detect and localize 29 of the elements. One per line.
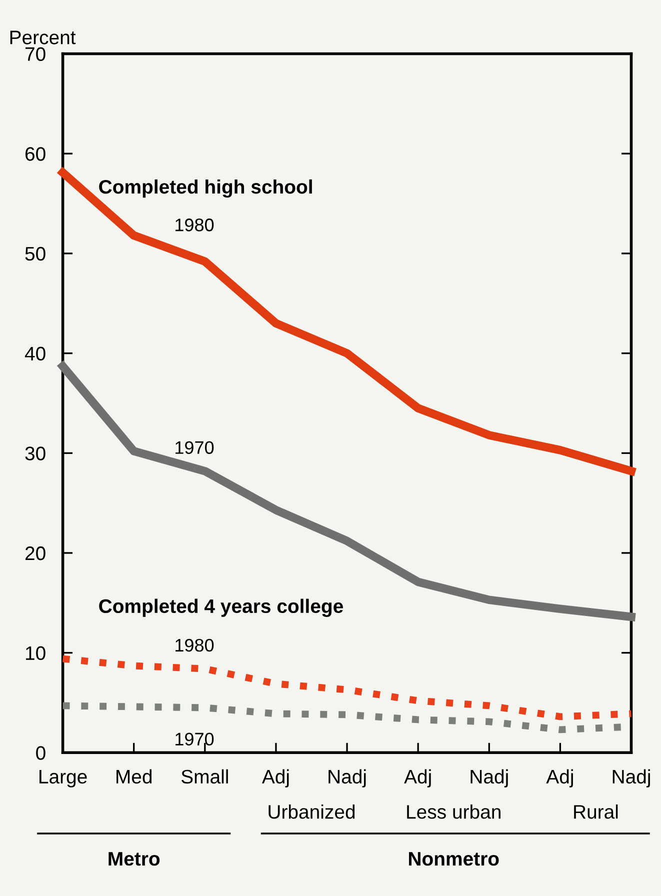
y-tick-label: 30 — [25, 446, 46, 460]
text: Metro — [108, 852, 160, 866]
y-tick-label: 0 — [36, 746, 46, 760]
text: Rural — [574, 804, 618, 819]
y-tick-label: 10 — [26, 646, 46, 660]
y-tick-label: 20 — [25, 546, 46, 560]
text: Urbanized — [268, 804, 355, 819]
annotation: Completed 4 years college — [99, 598, 343, 617]
x-tick-label: Adj — [546, 769, 573, 788]
x-tick-label: Nadj — [612, 769, 650, 788]
y-tick-label: 70 — [26, 47, 46, 61]
x-tick-label: Adj — [262, 769, 289, 788]
series-label: 1980 — [176, 218, 214, 232]
series-label: 1970 — [176, 732, 214, 746]
y-tick-label: 40 — [24, 346, 46, 361]
y-tick-label: 60 — [25, 147, 46, 161]
x-tick-label: Large — [40, 770, 87, 788]
x-tick-label: Adj — [404, 769, 431, 788]
series-label: 1970 — [176, 441, 214, 454]
x-tick-label: Small — [181, 769, 228, 784]
y-tick-label: 50 — [25, 246, 46, 261]
y-axis-title: Percent — [10, 30, 76, 44]
x-tick-label: Med — [116, 769, 152, 784]
x-tick-label: Nadj — [470, 769, 508, 788]
series-label: 1980 — [176, 638, 214, 652]
text: Less urban — [407, 804, 500, 819]
annotation: Completed high school — [99, 179, 312, 198]
x-tick-label: Nadj — [328, 769, 366, 788]
text: Nonmetro — [409, 852, 499, 866]
